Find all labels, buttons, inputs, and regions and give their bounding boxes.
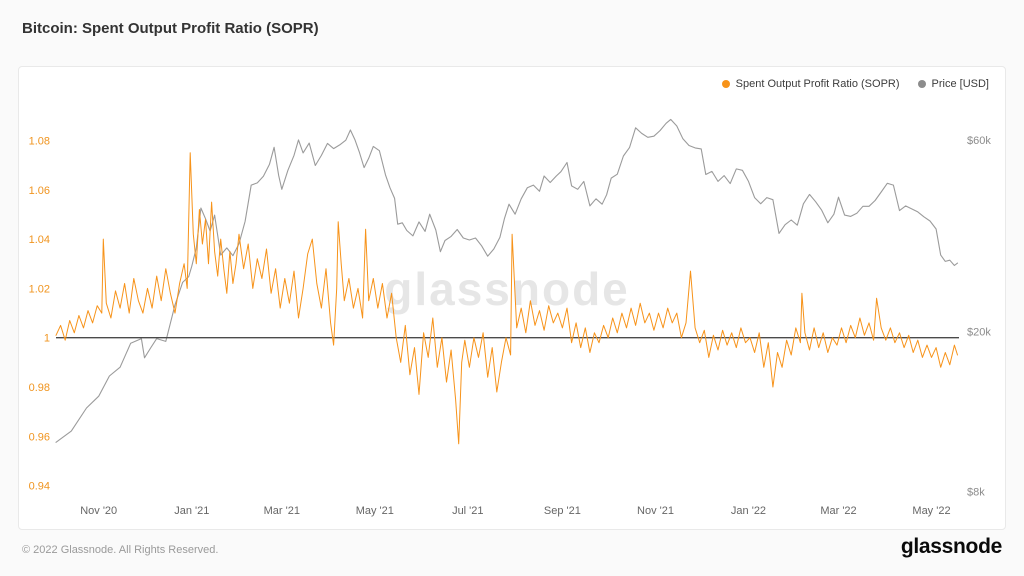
y-left-tick-label: 1 [44,333,50,345]
y-left-tick-label: 1.04 [29,234,50,246]
y-left-tick-label: 0.98 [29,382,50,394]
x-tick-label: Jan '22 [731,505,766,517]
y-right-tick-label: $60k [967,135,991,147]
y-right-tick-label: $8k [967,486,985,498]
x-tick-label: May '22 [912,505,950,517]
legend-item-sopr[interactable]: Spent Output Profit Ratio (SOPR) [721,78,900,90]
x-tick-label: Nov '20 [80,505,117,517]
chart-canvas[interactable]: 1.08 1.06 1.04 1.02 1 0.98 0.96 0.94 $60k $20k $8k… [19,67,1007,531]
y-left-tick-label: 0.96 [29,431,50,443]
x-tick-label: Mar '22 [820,505,856,517]
y-left-tick-label: 1.08 [29,136,50,148]
sopr-line [55,152,958,445]
legend-label-price: Price [USD] [931,78,989,90]
y-left-tick-label: 0.94 [29,481,50,493]
chart-title: Bitcoin: Spent Output Profit Ratio (SOPR… [22,20,319,37]
x-tick-label: Nov '21 [637,505,674,517]
x-tick-label: May '21 [356,505,394,517]
watermark: glassnode [384,263,630,315]
price-legend-dot [917,80,926,88]
x-tick-label: Mar '21 [264,505,300,517]
glassnode-logo[interactable]: glassnode [900,535,1002,558]
y-left-tick-label: 1.02 [29,283,50,295]
legend-item-price[interactable]: Price [USD] [917,78,989,90]
y-right-tick-label: $20k [967,327,991,339]
legend-label-sopr: Spent Output Profit Ratio (SOPR) [735,78,900,90]
x-tick-label: Sep '21 [544,505,581,517]
sopr-legend-dot [721,80,730,88]
x-tick-label: Jan '21 [174,505,209,517]
legend: Spent Output Profit Ratio (SOPR) Price [… [721,78,989,90]
chart-card: glassnode 1.08 1.06 1.04 1.02 1 0.98 0.96 0.94 $… [18,66,1006,530]
copyright-text: © 2022 Glassnode. All Rights Reserved. [22,544,219,556]
x-tick-label: Jul '21 [452,505,483,517]
y-left-tick-label: 1.06 [29,185,50,197]
price-line [55,118,959,443]
